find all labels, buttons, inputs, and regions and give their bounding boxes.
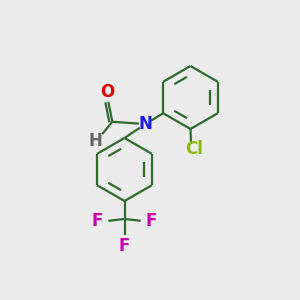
Text: H: H [88, 132, 102, 150]
Text: O: O [100, 83, 114, 101]
Text: N: N [138, 115, 152, 133]
Text: Cl: Cl [185, 140, 203, 158]
Text: F: F [92, 212, 103, 230]
Text: F: F [146, 212, 157, 230]
Text: F: F [119, 237, 130, 255]
